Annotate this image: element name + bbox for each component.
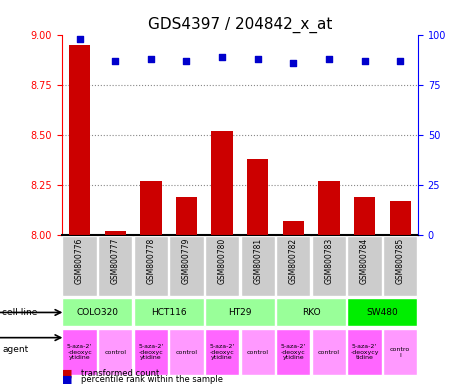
FancyBboxPatch shape	[276, 329, 311, 375]
Text: 5-aza-2'
-deoxyc
ytidine: 5-aza-2' -deoxyc ytidine	[209, 344, 235, 361]
FancyBboxPatch shape	[240, 236, 275, 296]
Point	[111, 58, 119, 64]
Bar	[176, 197, 197, 235]
Text: 5-aza-2'
-deoxyc
ytidine: 5-aza-2' -deoxyc ytidine	[138, 344, 163, 361]
Text: GSM800781: GSM800781	[253, 238, 262, 284]
FancyBboxPatch shape	[312, 236, 346, 296]
Point	[147, 56, 155, 62]
Point	[218, 53, 226, 60]
FancyBboxPatch shape	[63, 236, 97, 296]
Point	[182, 58, 190, 64]
Bar	[211, 131, 233, 235]
FancyBboxPatch shape	[63, 298, 132, 326]
Text: GSM800783: GSM800783	[324, 238, 333, 284]
Bar	[69, 45, 90, 235]
FancyBboxPatch shape	[98, 329, 132, 375]
Bar	[318, 181, 340, 235]
Bar	[283, 221, 304, 235]
Text: control: control	[318, 350, 340, 355]
Text: SW480: SW480	[367, 308, 398, 317]
Text: cell line: cell line	[2, 308, 38, 318]
FancyBboxPatch shape	[98, 236, 132, 296]
Text: GSM800778: GSM800778	[146, 238, 155, 284]
FancyBboxPatch shape	[276, 298, 346, 326]
Text: agent: agent	[2, 345, 28, 354]
Text: GSM800784: GSM800784	[360, 238, 369, 284]
Point	[254, 56, 261, 62]
FancyBboxPatch shape	[205, 298, 275, 326]
Text: GSM800782: GSM800782	[289, 238, 298, 284]
Text: control: control	[175, 350, 198, 355]
FancyBboxPatch shape	[347, 329, 382, 375]
Text: HT29: HT29	[228, 308, 252, 317]
FancyBboxPatch shape	[205, 329, 239, 375]
Bar	[354, 197, 375, 235]
Text: contro
l: contro l	[390, 347, 410, 358]
FancyBboxPatch shape	[383, 329, 418, 375]
Text: 5-aza-2'
-deoxyc
ytidine: 5-aza-2' -deoxyc ytidine	[281, 344, 306, 361]
Point	[396, 58, 404, 64]
FancyBboxPatch shape	[134, 236, 168, 296]
Title: GDS4397 / 204842_x_at: GDS4397 / 204842_x_at	[148, 17, 332, 33]
Bar	[247, 159, 268, 235]
FancyBboxPatch shape	[347, 298, 418, 326]
Text: control: control	[104, 350, 126, 355]
Text: RKO: RKO	[302, 308, 321, 317]
FancyBboxPatch shape	[276, 236, 311, 296]
FancyBboxPatch shape	[134, 298, 203, 326]
Text: ■: ■	[62, 369, 72, 379]
Text: 5-aza-2'
-deoxyc
ytidine: 5-aza-2' -deoxyc ytidine	[67, 344, 92, 361]
Text: COLO320: COLO320	[76, 308, 118, 317]
Text: GSM800785: GSM800785	[396, 238, 405, 284]
Bar	[390, 201, 411, 235]
Point	[289, 60, 297, 66]
Text: GSM800780: GSM800780	[218, 238, 227, 284]
FancyBboxPatch shape	[383, 236, 418, 296]
FancyBboxPatch shape	[169, 236, 203, 296]
FancyBboxPatch shape	[240, 329, 275, 375]
Text: GSM800776: GSM800776	[75, 238, 84, 284]
FancyBboxPatch shape	[63, 329, 97, 375]
FancyBboxPatch shape	[169, 329, 203, 375]
FancyBboxPatch shape	[205, 236, 239, 296]
Bar	[140, 181, 162, 235]
Text: GSM800779: GSM800779	[182, 238, 191, 284]
Point	[361, 58, 369, 64]
Bar	[104, 231, 126, 235]
Text: control: control	[247, 350, 269, 355]
Text: 5-aza-2'
-deoxycy
tidine: 5-aza-2' -deoxycy tidine	[350, 344, 379, 361]
Text: HCT116: HCT116	[151, 308, 186, 317]
FancyBboxPatch shape	[312, 329, 346, 375]
Text: GSM800777: GSM800777	[111, 238, 120, 284]
Point	[76, 35, 84, 41]
Point	[325, 56, 332, 62]
FancyBboxPatch shape	[134, 329, 168, 375]
Text: transformed count: transformed count	[81, 369, 159, 378]
FancyBboxPatch shape	[347, 236, 382, 296]
Text: percentile rank within the sample: percentile rank within the sample	[81, 375, 223, 384]
Text: ■: ■	[62, 375, 72, 384]
